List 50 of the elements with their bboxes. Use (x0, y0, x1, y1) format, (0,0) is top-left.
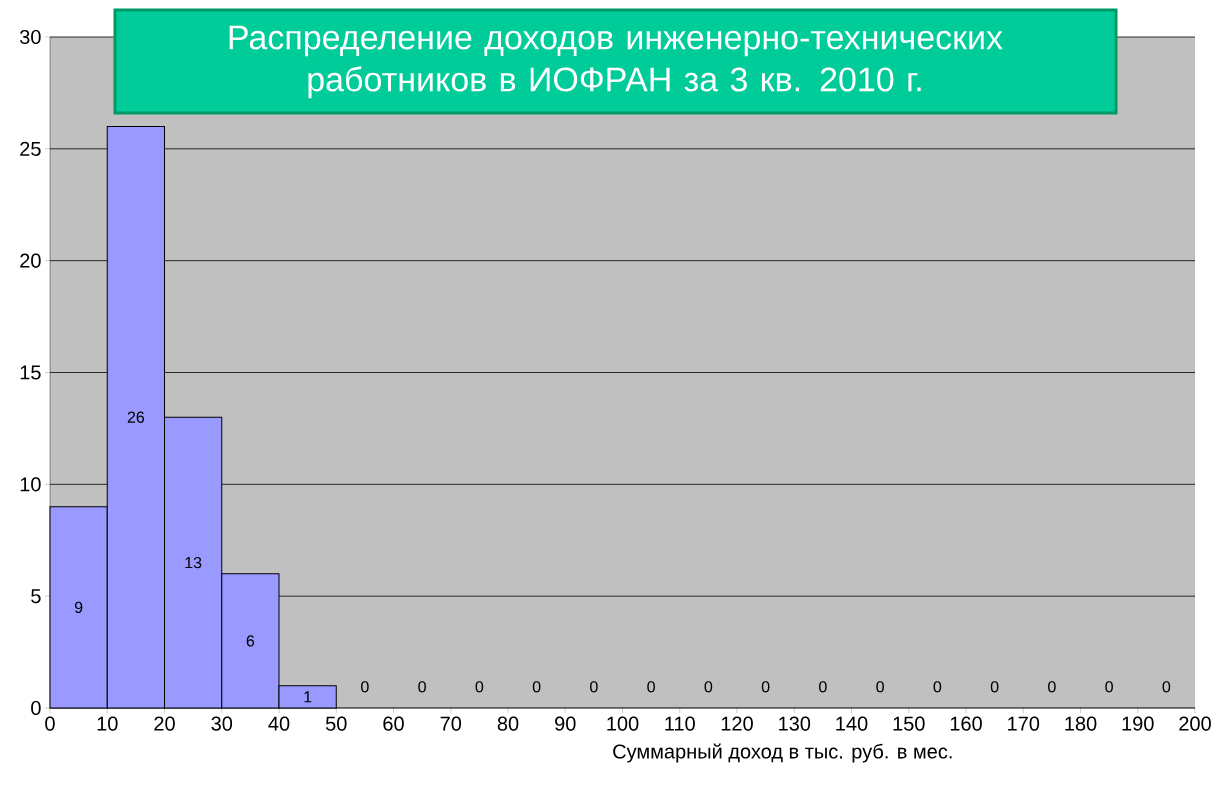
data-label: 0 (819, 681, 827, 693)
x-tick-label: 0 (45, 716, 55, 731)
data-label: 0 (876, 681, 884, 693)
data-label: 0 (418, 681, 426, 693)
y-tick-label: 5 (31, 589, 41, 604)
x-tick-label: 180 (1065, 716, 1097, 731)
x-tick-label: 190 (1122, 716, 1154, 731)
x-tick-label: 110 (665, 716, 695, 731)
x-tick-label: 70 (440, 716, 462, 731)
data-label: 0 (704, 681, 713, 693)
data-label: 0 (1162, 681, 1171, 693)
y-tick-label: 30 (19, 29, 41, 45)
y-tick-label: 15 (20, 365, 41, 380)
x-tick-label: 20 (154, 716, 175, 731)
data-label: 1 (304, 691, 312, 703)
x-tick-label: 130 (779, 716, 811, 731)
data-label: 0 (933, 681, 942, 693)
x-tick-label: 30 (211, 716, 233, 731)
x-tick-label: 140 (836, 716, 868, 731)
x-tick-label: 170 (1008, 716, 1040, 731)
data-label: 0 (532, 681, 541, 693)
data-label: 0 (1105, 681, 1113, 693)
x-tick-label: 160 (950, 716, 982, 731)
data-label: 26 (127, 411, 145, 423)
x-tick-label: 40 (268, 716, 290, 731)
x-tick-label: 100 (607, 716, 639, 731)
data-label: 0 (590, 681, 598, 693)
x-tick-label: 90 (555, 716, 576, 731)
data-label: 13 (185, 556, 202, 569)
y-tick-label: 20 (20, 253, 41, 268)
x-tick-label: 10 (97, 716, 118, 731)
chart-title: Распределение доходов инженерно-технических работников в ИОФРАН за 3 кв. 2010 г. (229, 25, 1003, 99)
x-tick-label: 60 (383, 716, 404, 731)
data-label: 6 (246, 635, 255, 647)
y-tick-label: 25 (20, 141, 41, 156)
data-label: 0 (761, 681, 770, 693)
data-label: 0 (647, 681, 655, 693)
y-tick-label: 10 (20, 477, 41, 492)
data-label: 0 (475, 681, 484, 693)
y-tick-label: 0 (31, 700, 41, 716)
data-label: 0 (1048, 681, 1056, 693)
data-label: 0 (990, 681, 999, 693)
data-label: 9 (74, 601, 83, 614)
x-tick-label: 200 (1179, 716, 1211, 731)
x-tick-label: 80 (497, 716, 519, 731)
x-tick-label: 50 (325, 716, 347, 731)
x-tick-label: 150 (893, 716, 925, 731)
x-axis-title: Суммарный доход в тыс. руб. в мес. (613, 743, 952, 763)
data-label: 0 (361, 681, 369, 693)
x-tick-label: 120 (721, 716, 753, 731)
